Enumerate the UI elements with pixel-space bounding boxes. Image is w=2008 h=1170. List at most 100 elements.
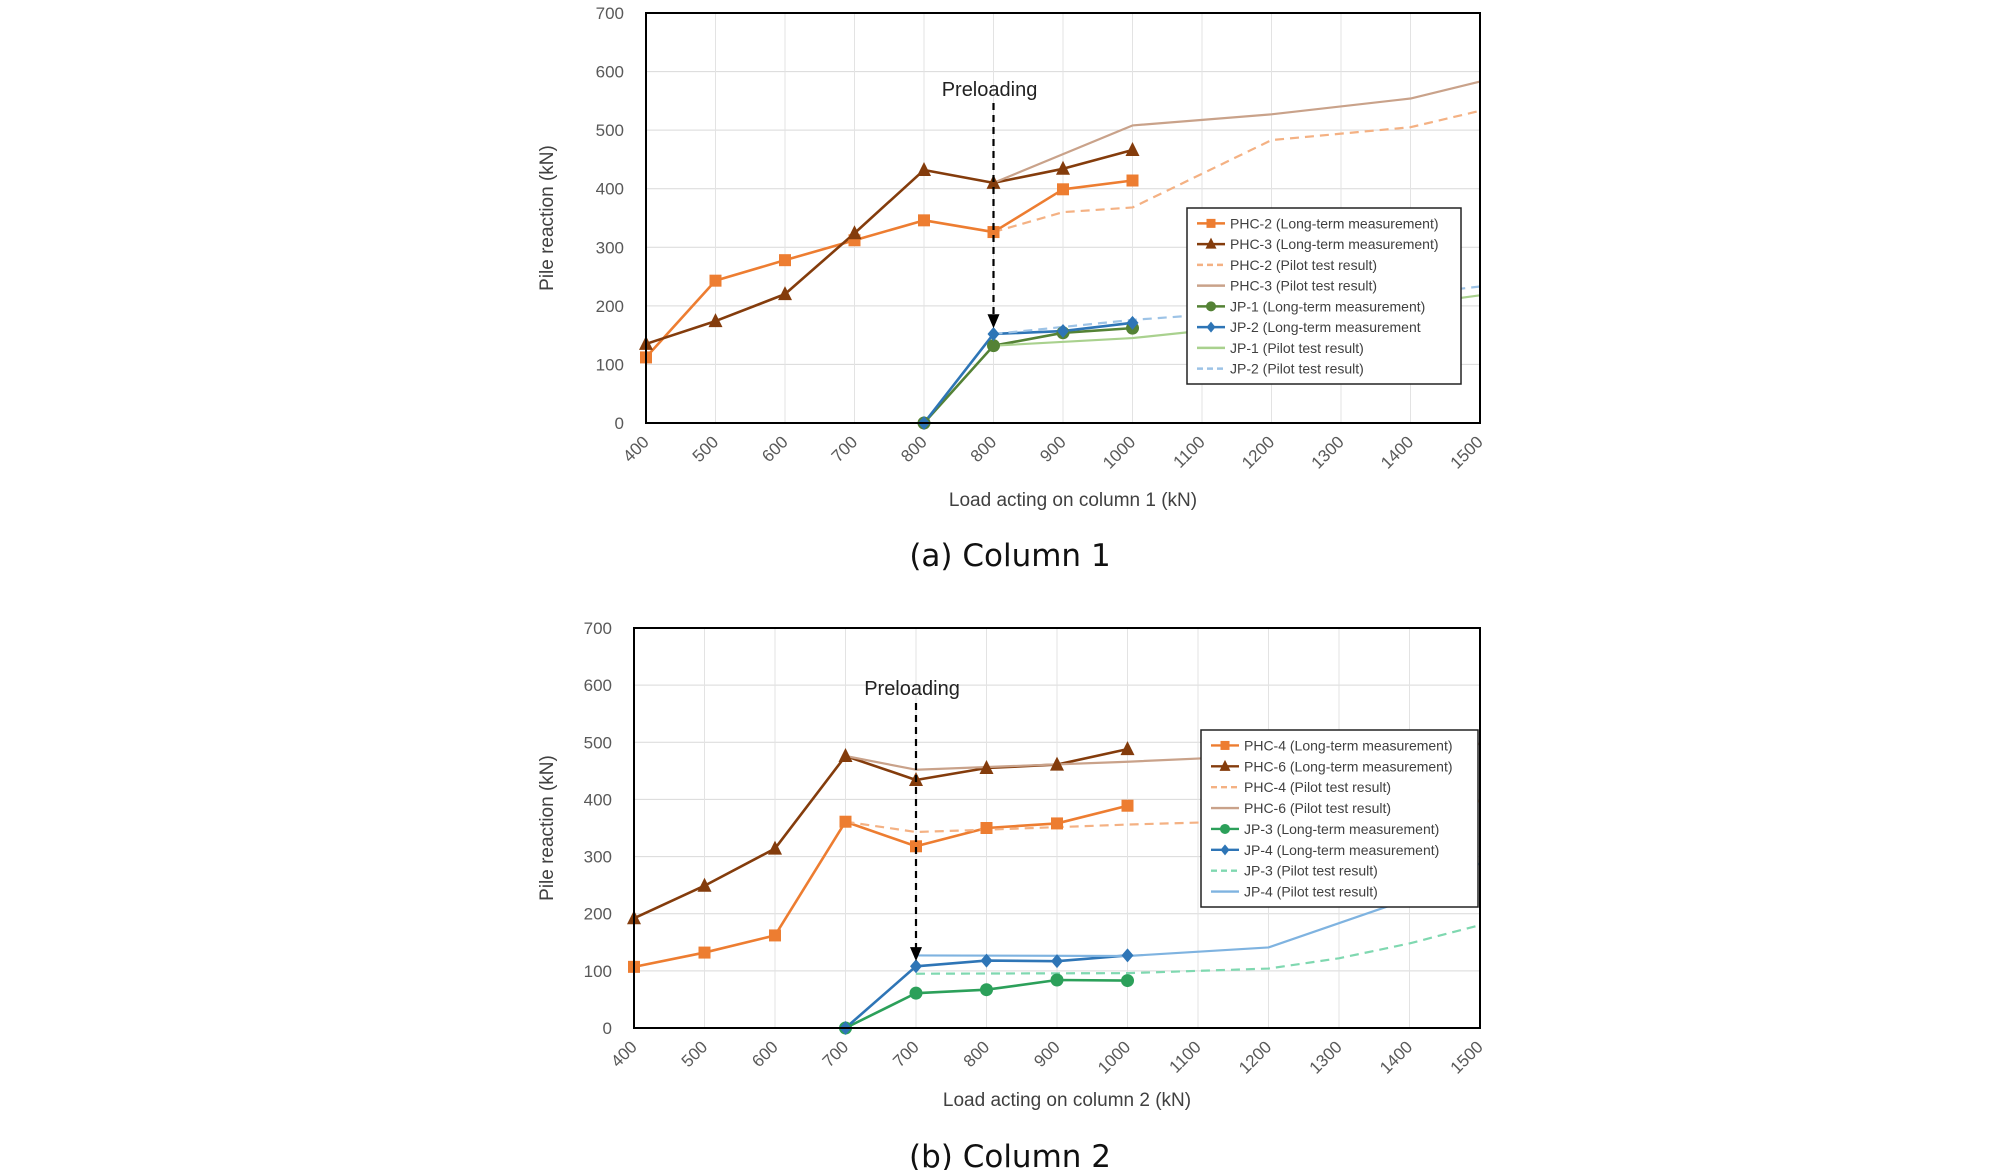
data-point-square	[779, 254, 791, 267]
legend-entry: JP-4 (Long-term measurement)	[1244, 842, 1439, 858]
data-point-triangle	[917, 161, 931, 176]
x-tick-label: 400	[619, 432, 652, 465]
legend-entry: PHC-3 (Long-term measurement)	[1230, 236, 1439, 252]
x-tick-label: 500	[689, 432, 722, 465]
y-tick-label: 500	[596, 121, 624, 140]
series-line	[922, 321, 1133, 424]
series-jp-1-long-term-measurement	[923, 326, 1133, 424]
legend-entry: JP-4 (Pilot test result)	[1244, 884, 1378, 900]
y-axis-title: Pile reaction (kN)	[537, 755, 558, 901]
data-point-triangle	[697, 877, 712, 892]
x-axis-title: Load acting on column 1 (kN)	[949, 490, 1197, 511]
markers-phc-3-long-term-measurement	[639, 142, 1140, 350]
data-point-square	[918, 214, 930, 227]
plot-border	[633, 627, 1481, 1029]
legend-entry: PHC-4 (Pilot test result)	[1244, 779, 1391, 795]
data-point-circle	[1121, 974, 1134, 988]
data-point-square	[910, 840, 922, 853]
data-point-circle	[980, 983, 993, 997]
y-tick-label: 600	[596, 63, 624, 82]
legend-entry: PHC-6 (Long-term measurement)	[1244, 758, 1453, 774]
legend-entry: JP-1 (Long-term measurement)	[1230, 298, 1425, 314]
legend-entry: PHC-3 (Pilot test result)	[1230, 278, 1377, 294]
series-phc-4-long-term-measurement	[633, 804, 1128, 969]
x-tick-label: 900	[1036, 432, 1069, 465]
data-point-square	[1206, 218, 1216, 228]
x-tick-label: 500	[678, 1037, 711, 1070]
x-tick-label: 1300	[1308, 432, 1348, 472]
legend-box	[1186, 207, 1462, 385]
x-tick-label: 1300	[1306, 1037, 1346, 1077]
data-point-triangle	[708, 313, 723, 328]
data-point-square	[1057, 183, 1069, 196]
y-tick-label: 200	[596, 297, 624, 316]
y-tick-label: 0	[603, 1019, 612, 1038]
legend-box	[1200, 729, 1479, 908]
data-point-circle	[1220, 823, 1230, 834]
y-tick-label: 100	[596, 355, 624, 374]
markers-phc-2-long-term-measurement	[640, 174, 1139, 364]
data-point-circle	[1206, 301, 1216, 312]
preloading-label: Preloading	[942, 79, 1038, 101]
x-tick-label: 1400	[1377, 432, 1417, 472]
series-jp-2-long-term-measurement	[922, 321, 1133, 424]
data-point-diamond	[1220, 844, 1230, 856]
x-tick-label: 600	[758, 432, 791, 465]
x-tick-label: 800	[897, 432, 930, 465]
legend-entry: JP-2 (Pilot test result)	[1230, 361, 1364, 377]
legend: PHC-4 (Long-term measurement) PHC-6 (Long…	[1200, 729, 1479, 908]
x-tick-label: 700	[828, 432, 861, 465]
x-tick-label: 1100	[1166, 1037, 1205, 1076]
data-point-diamond	[1051, 954, 1063, 969]
data-point-triangle	[768, 840, 782, 855]
y-tick-label: 0	[615, 414, 624, 433]
data-point-triangle	[778, 286, 792, 301]
markers-jp-4-long-term-measurement	[839, 948, 1134, 1035]
y-tick-label: 400	[584, 790, 612, 809]
y-tick-label: 400	[596, 180, 624, 199]
preloading-arrow-head	[910, 947, 922, 962]
preloading-arrow-head	[987, 314, 1000, 329]
data-point-triangle	[1120, 741, 1135, 756]
series-line	[993, 109, 1481, 234]
y-tick-label: 100	[584, 962, 612, 981]
legend-entry: JP-1 (Pilot test result)	[1230, 340, 1364, 356]
series-line	[993, 80, 1481, 184]
data-point-circle	[1050, 973, 1064, 987]
legend-entry: PHC-6 (Pilot test result)	[1244, 800, 1391, 816]
data-point-diamond	[1126, 315, 1139, 330]
figure-caption: (b) Column 2	[909, 1139, 1111, 1170]
data-point-diamond	[1121, 948, 1134, 963]
data-point-triangle	[1205, 237, 1217, 249]
figure-caption: (a) Column 1	[909, 538, 1110, 574]
data-point-triangle	[1219, 759, 1231, 771]
series-line	[645, 179, 1133, 359]
y-tick-label: 600	[584, 676, 612, 695]
data-point-square	[1126, 174, 1139, 187]
x-axis-title: Load acting on column 2 (kN)	[943, 1090, 1191, 1111]
data-point-square	[769, 929, 781, 942]
series-line	[633, 804, 1128, 969]
y-axis-title: Pile reaction (kN)	[537, 145, 558, 291]
series-line	[923, 326, 1133, 424]
data-point-triangle	[847, 225, 862, 240]
x-tick-label: 1500	[1447, 432, 1487, 472]
x-tick-label: 700	[889, 1037, 922, 1070]
x-tick-label: 1100	[1170, 432, 1209, 471]
x-tick-label: 1200	[1238, 432, 1278, 472]
legend-entry: JP-3 (Long-term measurement)	[1244, 821, 1439, 837]
data-point-square	[1051, 817, 1063, 830]
chart-column-2: 0 100 200 300 400 500 600 700 400 500 600 700 700 800…	[537, 619, 1487, 1170]
x-tick-label: 700	[819, 1037, 852, 1070]
data-point-triangle	[838, 748, 853, 762]
x-tick-label: 1000	[1094, 1037, 1134, 1077]
data-point-square	[698, 946, 711, 959]
x-tick-label: 400	[607, 1037, 640, 1070]
series-line	[645, 148, 1133, 346]
data-point-diamond	[1206, 321, 1216, 333]
plot-border	[645, 12, 1481, 424]
legend-entry: PHC-4 (Long-term measurement)	[1244, 737, 1453, 753]
x-tick-label: 1200	[1235, 1037, 1275, 1077]
